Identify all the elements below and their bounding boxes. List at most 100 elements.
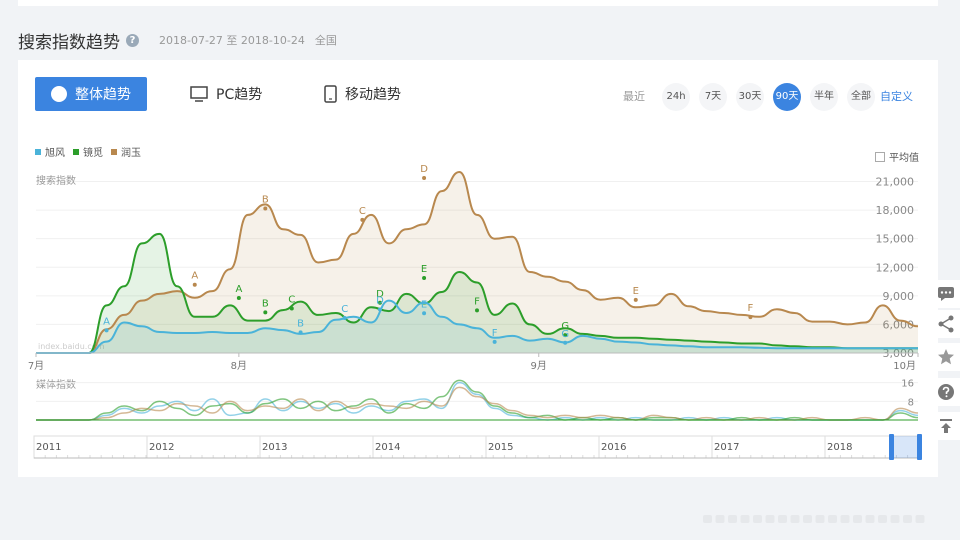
share-side-button[interactable] (932, 310, 960, 338)
media-series-line-0 (35, 381, 919, 421)
bottom-dot (803, 515, 812, 523)
mode-mobile-label: 移动趋势 (345, 87, 401, 103)
bottom-dot (740, 515, 750, 523)
mode-mobile-button[interactable]: 移动趋势 (324, 84, 401, 104)
average-toggle[interactable]: 平均值 (875, 149, 919, 164)
bottom-dot (915, 515, 925, 523)
bottom-dot (815, 515, 825, 523)
region: 全国 (314, 34, 337, 47)
overview-selection (892, 436, 920, 458)
series-line-0 (36, 299, 918, 354)
legend-item-jingmi[interactable]: 镜觅 (73, 144, 103, 159)
pie-chart-icon (51, 86, 67, 102)
bottom-dot (840, 515, 850, 523)
bottom-dot (878, 515, 887, 523)
bottom-dot (753, 515, 762, 523)
range-90d-button[interactable]: 90天 (773, 83, 801, 111)
share-icon (938, 315, 954, 333)
bottom-dot (890, 515, 900, 523)
annotation-point (236, 296, 241, 301)
plot-area (36, 172, 918, 353)
annotation-point (633, 297, 638, 302)
annotation-label: A (235, 284, 242, 295)
bottom-dots (703, 515, 925, 523)
series-area-2 (36, 172, 918, 353)
favorite-side-button[interactable] (932, 343, 960, 371)
overview-handle-right (917, 434, 922, 460)
range-24h-button[interactable]: 24h (662, 83, 690, 111)
overview-handle-left (889, 434, 894, 460)
y-tick-label: 15,000 (876, 233, 915, 246)
series-line-2 (36, 170, 919, 354)
annotation-point (192, 282, 197, 287)
annotation-label: G (561, 321, 569, 332)
bottom-dot (765, 515, 775, 523)
annotation-point (748, 315, 753, 320)
bottom-dot (828, 515, 837, 523)
section-header: 搜索指数趋势 ? 2018-07-27 至 2018-10-24 全国 (18, 28, 337, 53)
average-label: 平均值 (889, 153, 919, 164)
bottom-dot (778, 515, 787, 523)
annotation-point (563, 340, 568, 345)
mode-overall-button[interactable]: 整体趋势 (35, 77, 147, 111)
annotation-point (263, 206, 268, 211)
annotation-label: F (748, 303, 754, 314)
range-30d-button[interactable]: 30天 (736, 83, 764, 111)
x-tick-label: 7月 (28, 360, 44, 372)
annotation-point (475, 308, 479, 313)
annotation-label: B (297, 318, 304, 329)
page-title: 搜索指数趋势 (18, 32, 120, 53)
help-side-button[interactable] (932, 378, 960, 406)
x-tick-label: 10月 (893, 360, 916, 372)
y-axis-label: 搜索指数 (36, 174, 76, 187)
annotation-point (422, 311, 427, 316)
annotation-label: E (421, 264, 427, 275)
annotation-point (492, 339, 497, 344)
annotation-label: G (561, 329, 569, 340)
media-plot-area (36, 378, 918, 420)
range-half-year-button[interactable]: 半年 (810, 83, 838, 111)
legend-label: 旭风 (45, 148, 65, 159)
overview-year-label: 2014 (375, 442, 400, 453)
legend-swatch (73, 148, 79, 155)
back-to-top-button[interactable] (932, 412, 960, 440)
annotation-label: B (262, 194, 269, 205)
help-icon[interactable]: ? (126, 33, 139, 47)
bottom-dot (865, 515, 875, 523)
annotation-point (360, 217, 365, 222)
question-icon (938, 384, 954, 400)
series-area-0 (36, 300, 918, 353)
mode-pc-label: PC趋势 (216, 87, 263, 103)
annotation-label: F (492, 328, 498, 339)
bottom-dot (903, 515, 912, 523)
legend-item-xufeng[interactable]: 旭风 (35, 144, 65, 159)
mode-pc-button[interactable]: PC趋势 (190, 84, 262, 104)
comment-side-button[interactable] (932, 280, 960, 308)
legend-label: 镜觅 (83, 148, 103, 159)
legend: 旭风 镜觅 润玉 (35, 144, 149, 159)
annotation-label: D (376, 295, 384, 306)
phone-icon (324, 85, 337, 103)
range-7d-button[interactable]: 7天 (699, 83, 727, 111)
annotation-label: D (376, 289, 384, 300)
annotation-point (563, 333, 568, 338)
series-area-1 (36, 233, 918, 353)
media-y-tick: 8 (908, 397, 914, 408)
annotation-label: C (288, 295, 295, 306)
annotation-point (377, 300, 382, 305)
legend-item-runyu[interactable]: 润玉 (111, 144, 141, 159)
overview-year-label: 2016 (601, 442, 626, 453)
range-all-button[interactable]: 全部 (847, 83, 875, 111)
x-tick-label: 9月 (531, 360, 547, 372)
annotation-label: A (103, 316, 110, 327)
checkbox[interactable] (875, 151, 885, 162)
custom-range-link[interactable]: 自定义 (880, 90, 913, 103)
annotation-point (104, 328, 109, 333)
mode-overall-label: 整体趋势 (75, 87, 131, 103)
x-tick-label: 8月 (231, 360, 247, 372)
bottom-dot (715, 515, 725, 523)
annotation-label: A (191, 271, 198, 282)
monitor-icon (190, 86, 208, 102)
legend-swatch (35, 148, 41, 155)
